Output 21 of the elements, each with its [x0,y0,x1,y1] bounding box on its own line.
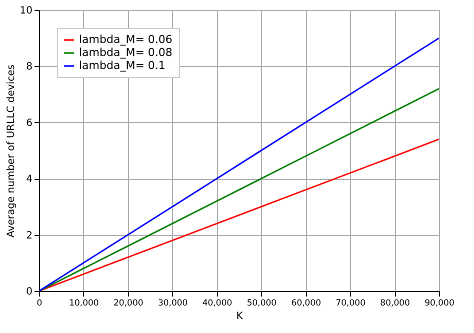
x-tick-label: 80,000 [380,298,410,308]
x-tick-label: 40,000 [202,298,232,308]
x-tick-label: 70,000 [336,298,366,308]
y-tick-label: 8 [26,62,32,73]
legend-label: lambda_M= 0.08 [79,46,172,59]
legend-label: lambda_M= 0.1 [79,59,166,72]
x-tick-label: 60,000 [291,298,322,308]
x-tick-label: 20,000 [114,298,144,308]
y-tick-label: 10 [20,6,32,16]
y-tick-label: 6 [26,118,32,129]
y-tick-label: 4 [26,174,32,186]
y-tick-label: 2 [26,230,32,242]
y-tick-label: 0 [26,286,32,298]
y-axis-title: Average number of URLLC devices [6,64,17,238]
x-tick-label: 90,000 [424,298,454,308]
x-tick-label: 50,000 [246,298,277,308]
legend-label: lambda_M= 0.06 [79,33,172,46]
x-tick-label: 30,000 [158,298,188,308]
x-tick-label: 10,000 [69,298,99,308]
x-tick-label: 0 [36,298,42,308]
x-axis-title: K [236,311,244,322]
